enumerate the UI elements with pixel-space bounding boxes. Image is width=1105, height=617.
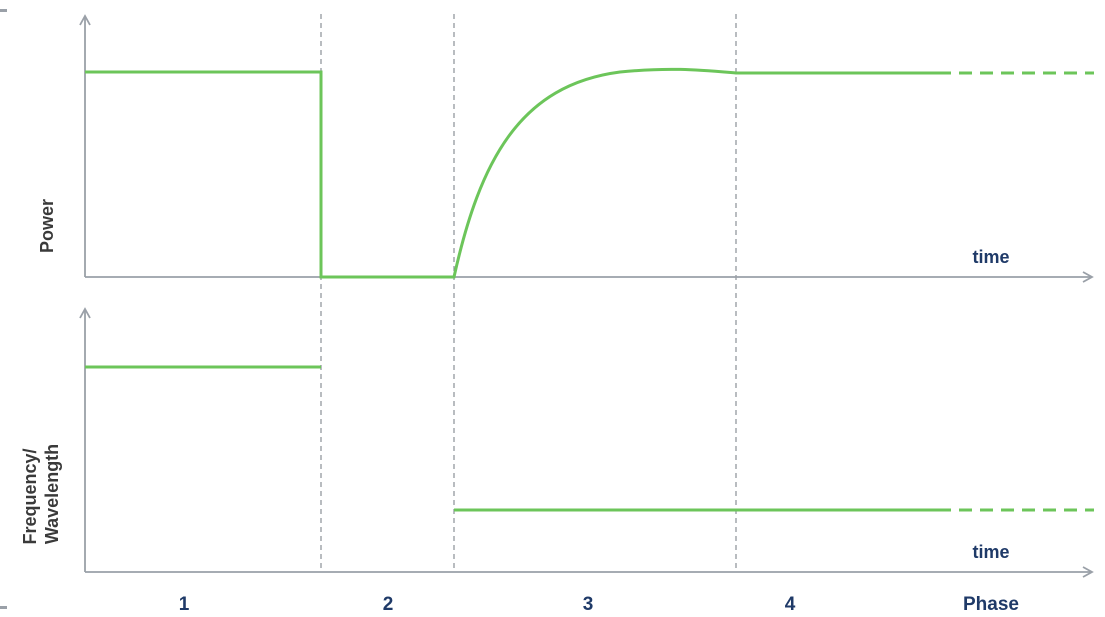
phase-label-4: 4 <box>785 594 796 615</box>
power-y-arrow <box>79 14 91 26</box>
power-signal <box>85 67 1094 279</box>
frequency-y-label-line2: Wavelength <box>42 444 62 544</box>
phase-labels: 1 2 3 4 Phase <box>179 594 1019 615</box>
power-x-arrow <box>1082 271 1094 283</box>
phase-label-3: 3 <box>583 594 594 615</box>
power-trace-solid <box>85 67 938 279</box>
power-axes <box>79 14 1094 283</box>
phase-dividers <box>320 14 737 572</box>
phase-axis-title: Phase <box>963 594 1019 615</box>
frequency-y-label: Frequency/ Wavelength <box>20 443 62 544</box>
edge-mark-bottom <box>0 606 7 609</box>
phase-label-2: 2 <box>383 594 394 615</box>
frequency-x-label: time <box>972 542 1009 562</box>
edge-mark-top <box>0 9 7 12</box>
power-y-label: Power <box>37 199 57 253</box>
frequency-signal <box>85 365 1094 512</box>
phase-label-1: 1 <box>179 594 190 615</box>
frequency-x-arrow <box>1082 566 1094 578</box>
frequency-axes <box>79 307 1094 578</box>
frequency-y-label-line1: Frequency/ <box>20 448 40 544</box>
frequency-y-arrow <box>79 307 91 319</box>
power-x-label: time <box>972 247 1009 267</box>
